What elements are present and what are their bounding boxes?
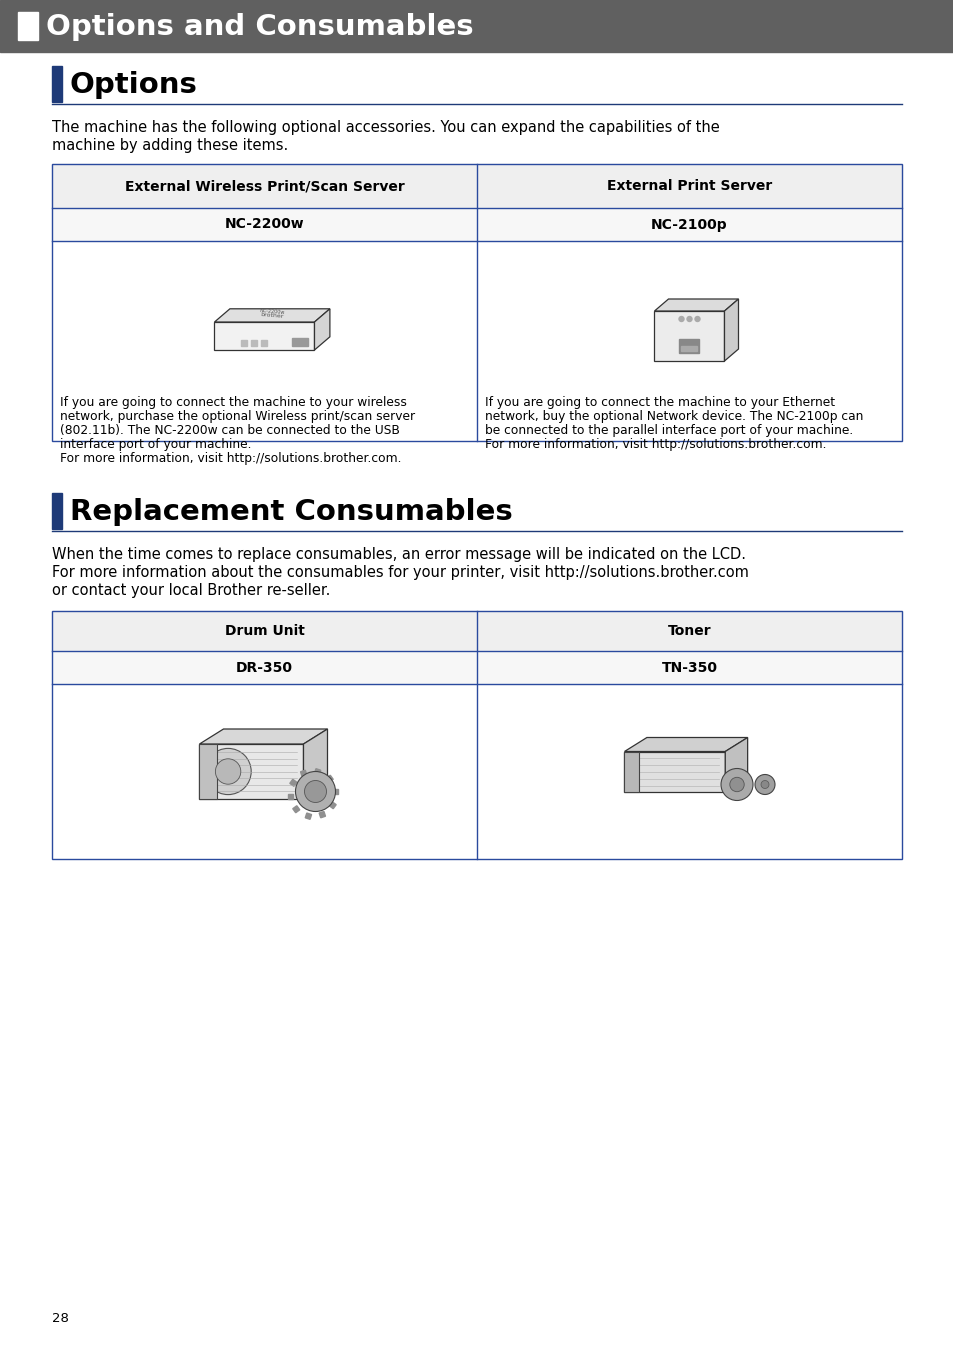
Bar [305, 813, 312, 819]
Bar [52, 611, 901, 651]
Bar [52, 66, 62, 101]
Text: Drum Unit: Drum Unit [224, 624, 304, 638]
Polygon shape [214, 309, 330, 322]
Bar [290, 780, 296, 786]
Text: Options: Options [70, 72, 197, 99]
Polygon shape [214, 322, 314, 350]
Text: If you are going to connect the machine to your Ethernet: If you are going to connect the machine … [484, 396, 834, 409]
Circle shape [679, 316, 683, 322]
Circle shape [729, 777, 743, 792]
Text: External Wireless Print/Scan Server: External Wireless Print/Scan Server [125, 178, 404, 193]
Text: Options and Consumables: Options and Consumables [46, 14, 473, 41]
Text: NC-2200w: NC-2200w [259, 308, 285, 316]
Polygon shape [199, 744, 303, 798]
Polygon shape [199, 730, 327, 744]
Bar [52, 163, 901, 208]
Bar [52, 651, 901, 684]
Bar [52, 493, 62, 530]
Polygon shape [724, 738, 747, 792]
Bar [18, 12, 38, 41]
Text: If you are going to connect the machine to your wireless: If you are going to connect the machine … [60, 396, 406, 409]
Polygon shape [624, 738, 747, 751]
Bar [329, 801, 335, 809]
Polygon shape [199, 744, 217, 798]
Polygon shape [303, 730, 327, 798]
Text: network, buy the optional Network device. The NC-2100p can: network, buy the optional Network device… [484, 409, 862, 423]
Bar [0, 0, 953, 51]
Bar [252, 340, 257, 346]
Text: For more information, visit http://solutions.brother.com.: For more information, visit http://solut… [484, 438, 825, 451]
Bar [288, 794, 293, 798]
Text: External Print Server: External Print Server [606, 178, 771, 193]
Text: DR-350: DR-350 [235, 661, 293, 674]
Text: TN-350: TN-350 [660, 661, 717, 674]
Bar [333, 789, 337, 794]
Bar [314, 769, 320, 775]
Text: (802.11b). The NC-2200w can be connected to the USB: (802.11b). The NC-2200w can be connected… [60, 424, 399, 436]
Polygon shape [723, 299, 738, 361]
Text: network, purchase the optional Wireless print/scan server: network, purchase the optional Wireless … [60, 409, 415, 423]
Bar [52, 163, 901, 440]
Text: Toner: Toner [667, 624, 711, 638]
Text: NC-2100p: NC-2100p [651, 218, 727, 231]
Circle shape [295, 771, 335, 812]
Text: be connected to the parallel interface port of your machine.: be connected to the parallel interface p… [484, 424, 852, 436]
Bar [679, 339, 699, 353]
Circle shape [720, 769, 752, 801]
Polygon shape [654, 299, 738, 311]
Bar [300, 770, 307, 777]
Bar [52, 208, 901, 240]
Bar [293, 338, 308, 346]
Text: 28: 28 [52, 1312, 69, 1325]
Circle shape [760, 781, 768, 789]
Bar [326, 775, 333, 782]
Text: Replacement Consumables: Replacement Consumables [70, 499, 512, 526]
Text: For more information, visit http://solutions.brother.com.: For more information, visit http://solut… [60, 453, 401, 465]
Circle shape [215, 759, 240, 784]
Circle shape [754, 774, 774, 794]
Polygon shape [624, 751, 724, 792]
Text: interface port of your machine.: interface port of your machine. [60, 438, 252, 451]
Polygon shape [624, 751, 639, 792]
Polygon shape [654, 311, 723, 361]
Text: or contact your local Brother re-seller.: or contact your local Brother re-seller. [52, 584, 330, 598]
Bar [293, 805, 299, 813]
Text: NC-2200w: NC-2200w [225, 218, 304, 231]
Bar [261, 340, 267, 346]
Circle shape [695, 316, 700, 322]
Bar [319, 812, 325, 817]
Polygon shape [314, 309, 330, 350]
Text: For more information about the consumables for your printer, visit http://soluti: For more information about the consumabl… [52, 565, 748, 580]
Circle shape [205, 748, 251, 794]
Circle shape [304, 781, 326, 802]
Circle shape [686, 316, 691, 322]
Text: When the time comes to replace consumables, an error message will be indicated o: When the time comes to replace consumabl… [52, 547, 745, 562]
Bar [680, 346, 697, 351]
Text: The machine has the following optional accessories. You can expand the capabilit: The machine has the following optional a… [52, 120, 719, 135]
Bar [52, 611, 901, 859]
Text: brother: brother [260, 312, 284, 319]
Text: machine by adding these items.: machine by adding these items. [52, 138, 288, 153]
Bar [241, 340, 247, 346]
